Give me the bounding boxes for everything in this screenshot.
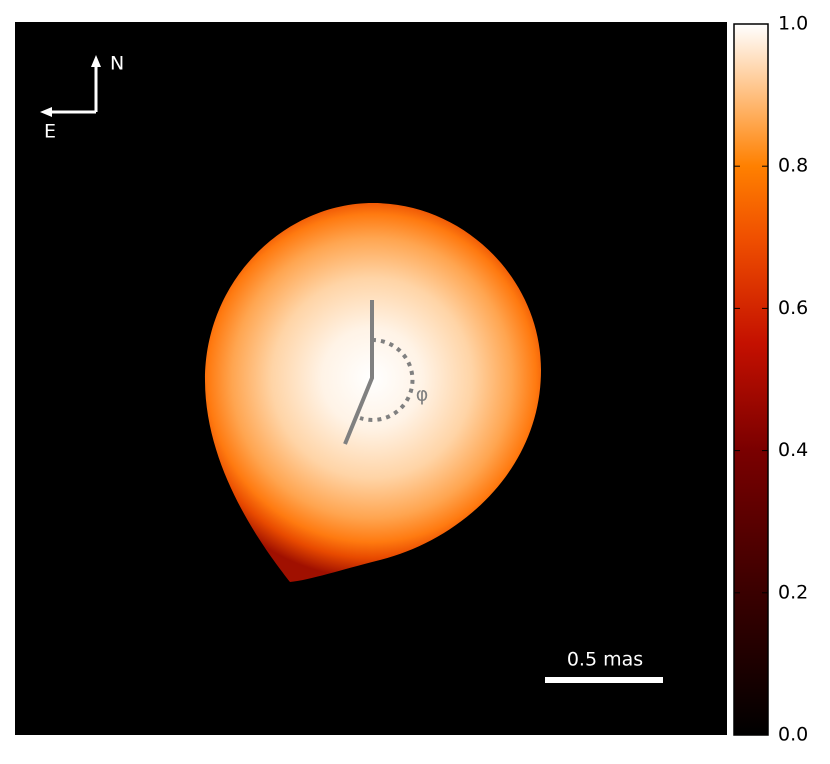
scale-label: 0.5 mas	[567, 649, 643, 671]
colorbar-tick-label: 0.2	[778, 581, 808, 603]
star	[205, 203, 541, 582]
axis-lines	[343, 300, 374, 445]
angle-arc	[359, 337, 415, 422]
east-label: E	[44, 121, 56, 143]
colorbar-tick-label: 0.8	[778, 155, 808, 177]
colorbar-tick-label: 1.0	[778, 13, 808, 35]
colorbar-tick-label: 0.4	[778, 439, 808, 461]
compass	[48, 62, 98, 114]
angle-label: φ	[416, 384, 429, 406]
east-head	[40, 107, 52, 117]
north-head	[91, 55, 101, 67]
colorbar	[733, 23, 769, 736]
angle-marker	[343, 300, 415, 445]
north-label: N	[110, 53, 124, 75]
colorbar-tick-label: 0.6	[778, 297, 808, 319]
colorbar-tick-label: 0.0	[778, 724, 808, 746]
